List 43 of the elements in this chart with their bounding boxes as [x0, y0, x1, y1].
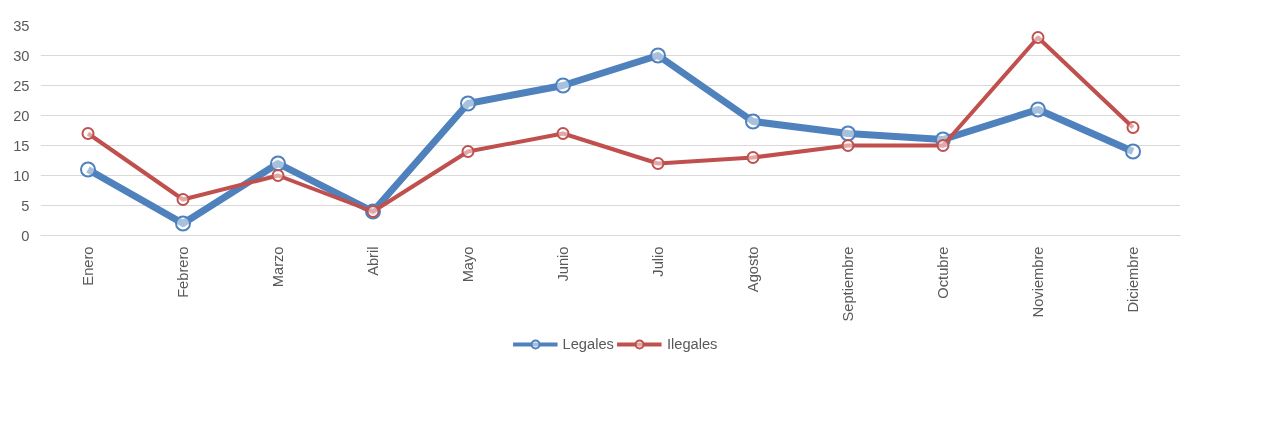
- point: [1125, 143, 1141, 160]
- x-tick-label: Mayo: [460, 246, 476, 283]
- y-tick-label: 0: [21, 227, 30, 244]
- legend-label: Legales: [562, 336, 614, 352]
- point: [651, 157, 665, 170]
- y-tick-label: 15: [13, 137, 30, 154]
- y-tick-label: 25: [13, 77, 30, 94]
- point: [461, 145, 475, 158]
- point: [175, 215, 191, 232]
- x-tick-label: Julio: [650, 246, 666, 277]
- point: [460, 95, 476, 112]
- point: [555, 77, 571, 94]
- legend-label: Ilegales: [666, 336, 718, 352]
- point: [556, 127, 570, 140]
- y-tick-label: 5: [21, 197, 30, 214]
- point: [650, 47, 666, 64]
- y-tick-label: 10: [13, 167, 30, 184]
- x-tick-label: Noviembre: [1030, 246, 1046, 318]
- point: [271, 169, 285, 182]
- x-tick-label: Octubre: [935, 246, 951, 299]
- x-tick-label: Septiembre: [840, 246, 856, 322]
- y-tick-label: 30: [13, 47, 30, 64]
- x-tick-label: Junio: [555, 246, 571, 282]
- x-tick-label: Abril: [365, 246, 381, 276]
- x-tick-label: Agosto: [745, 246, 761, 293]
- point: [176, 193, 190, 206]
- y-tick-label: 35: [13, 17, 30, 34]
- point: [841, 139, 855, 152]
- point: [1126, 121, 1140, 134]
- x-tick-label: Marzo: [270, 246, 286, 288]
- point: [840, 125, 856, 142]
- x-tick-label: Enero: [80, 246, 96, 286]
- point: [1030, 101, 1046, 118]
- point: [80, 161, 96, 178]
- point: [746, 151, 760, 164]
- point: [936, 139, 950, 152]
- point: [1031, 31, 1045, 44]
- y-tick-label: 20: [13, 107, 30, 124]
- x-tick-label: Diciembre: [1125, 246, 1141, 313]
- point: [745, 113, 761, 130]
- x-tick-label: Febrero: [175, 246, 191, 298]
- point: [270, 155, 286, 172]
- point: [81, 127, 95, 140]
